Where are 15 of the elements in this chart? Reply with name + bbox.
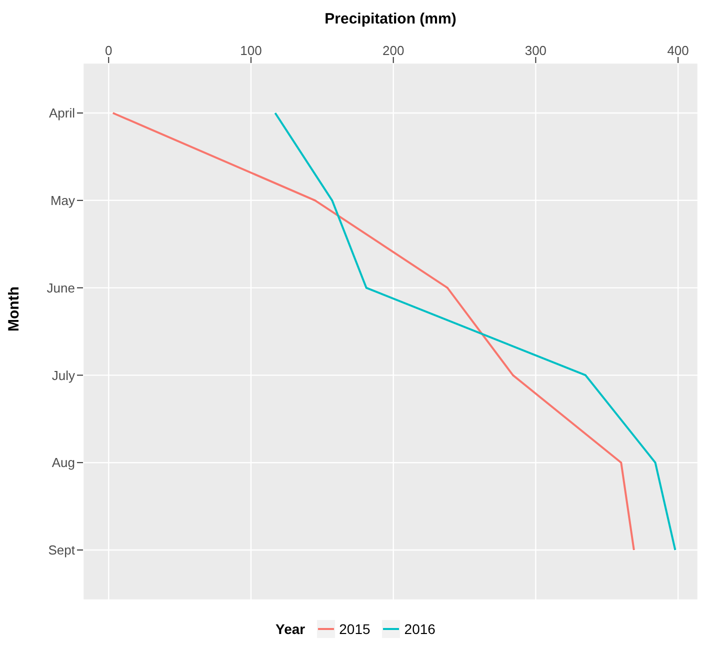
x-tick-label: 300	[524, 43, 547, 58]
legend-title: Year	[276, 621, 306, 637]
y-tick-label: Aug	[52, 455, 75, 470]
x-axis-title: Precipitation (mm)	[324, 10, 456, 28]
y-tick-label: Sept	[48, 542, 76, 558]
legend-label: 2015	[338, 620, 370, 638]
y-tick-label: April	[48, 106, 76, 121]
x-tick-label: 200	[382, 43, 404, 58]
x-tick-label: 0	[105, 43, 112, 58]
legend-label: 2016	[403, 620, 436, 638]
x-tick-label: 400	[667, 43, 689, 58]
x-tick-label: 100	[240, 43, 262, 58]
y-tick-label: June	[46, 280, 75, 296]
y-tick-label: May	[50, 193, 76, 208]
y-tick-label: July	[52, 368, 76, 383]
